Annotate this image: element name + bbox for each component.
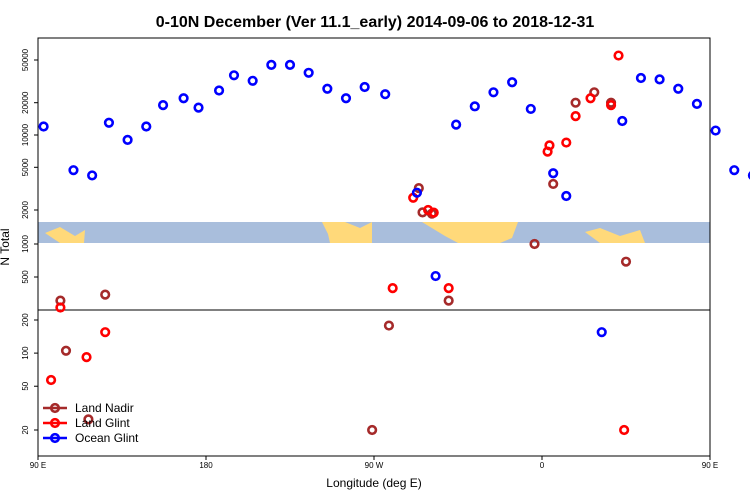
point-land-glint xyxy=(428,207,439,218)
y-tick-label: 500 xyxy=(21,270,30,284)
point-ocean-glint xyxy=(507,77,518,88)
point-ocean-glint xyxy=(654,74,665,85)
x-tick-label: 180 xyxy=(199,461,213,470)
y-tick-label: 200 xyxy=(21,313,30,327)
y-axis-label: N Total xyxy=(0,228,12,265)
legend-marker-ocean-glint xyxy=(49,432,61,444)
land-africa xyxy=(422,222,518,243)
point-ocean-glint xyxy=(322,83,333,94)
point-ocean-glint xyxy=(87,170,98,181)
point-land-glint xyxy=(443,282,454,294)
y-tick-label: 5000 xyxy=(21,158,30,176)
point-ocean-glint xyxy=(747,171,750,180)
point-land-nadir xyxy=(100,289,111,300)
legend-label-ocean-glint: Ocean Glint xyxy=(75,431,139,445)
land-south-america xyxy=(322,222,372,243)
y-tick-label: 50000 xyxy=(21,48,30,71)
y-tick-label: 100 xyxy=(21,346,30,360)
chart-title: 0-10N December (Ver 11.1_early) 2014-09-… xyxy=(156,14,595,31)
point-land-glint xyxy=(81,351,92,363)
point-ocean-glint xyxy=(380,89,391,100)
point-land-nadir xyxy=(620,256,632,267)
point-land-glint xyxy=(561,137,572,148)
point-land-glint xyxy=(544,140,555,151)
x-axis: 90 E 180 90 W 0 90 E xyxy=(30,456,718,470)
ocean-band xyxy=(38,222,710,243)
point-ocean-glint xyxy=(430,270,441,282)
legend-label-land-nadir: Land Nadir xyxy=(75,401,134,415)
y-tick-label: 20 xyxy=(21,425,30,434)
x-tick-label: 90 E xyxy=(702,461,718,470)
point-land-nadir xyxy=(443,295,454,306)
point-ocean-glint xyxy=(340,93,352,104)
point-land-nadir xyxy=(367,424,378,436)
point-ocean-glint xyxy=(38,121,49,132)
point-ocean-glint xyxy=(673,83,684,94)
y-tick-label: 10000 xyxy=(21,123,30,146)
land-islands xyxy=(585,228,645,243)
point-ocean-glint xyxy=(68,165,79,176)
x-tick-label: 90 W xyxy=(365,461,384,470)
point-ocean-glint xyxy=(729,165,740,176)
point-ocean-glint xyxy=(710,125,721,136)
x-tick-label: 0 xyxy=(540,461,545,470)
point-land-glint xyxy=(585,93,596,104)
point-land-nadir xyxy=(548,178,559,190)
legend-marker-land-nadir xyxy=(49,402,61,414)
point-ocean-glint xyxy=(691,98,703,109)
point-ocean-glint xyxy=(122,134,133,146)
point-ocean-glint xyxy=(228,70,240,81)
point-ocean-glint xyxy=(451,119,462,130)
point-land-nadir xyxy=(60,345,72,356)
point-ocean-glint xyxy=(359,81,370,93)
point-ocean-glint xyxy=(548,168,559,179)
point-ocean-glint xyxy=(141,121,152,132)
point-land-glint xyxy=(619,424,630,436)
x-axis-label: Longitude (deg E) xyxy=(326,476,421,490)
point-land-glint xyxy=(100,327,111,338)
point-land-glint xyxy=(570,111,581,122)
y-axis: 2000 5000 10000 20000 50000 500 1000 20 50 100 200 xyxy=(21,48,38,434)
point-land-glint xyxy=(613,50,624,61)
point-land-glint xyxy=(605,99,617,111)
legend-label-land-glint: Land Glint xyxy=(75,416,130,430)
point-ocean-glint xyxy=(103,117,115,128)
point-ocean-glint xyxy=(157,99,169,111)
land-asia xyxy=(45,227,85,243)
point-ocean-glint xyxy=(247,75,258,86)
point-land-nadir xyxy=(529,238,540,250)
point-ocean-glint xyxy=(635,72,647,84)
world-map-strip xyxy=(38,222,710,243)
data-points xyxy=(38,50,750,436)
point-ocean-glint xyxy=(193,102,204,113)
point-ocean-glint xyxy=(469,101,480,112)
x-tick-label: 90 E xyxy=(30,461,46,470)
point-ocean-glint xyxy=(488,87,499,98)
point-ocean-glint xyxy=(561,190,572,202)
point-ocean-glint xyxy=(178,93,189,104)
point-land-glint xyxy=(387,282,398,294)
y-tick-label: 20000 xyxy=(21,91,30,114)
point-ocean-glint xyxy=(617,115,628,127)
point-ocean-glint xyxy=(284,59,296,71)
point-land-glint xyxy=(55,302,66,313)
point-land-nadir xyxy=(383,320,395,331)
legend-marker-land-glint xyxy=(49,417,61,429)
point-land-glint xyxy=(45,374,57,386)
point-ocean-glint xyxy=(213,85,225,96)
point-land-nadir xyxy=(570,97,581,108)
y-tick-label: 2000 xyxy=(21,201,30,219)
point-ocean-glint xyxy=(303,67,314,78)
point-ocean-glint xyxy=(525,103,536,115)
y-tick-label: 50 xyxy=(21,381,30,390)
point-ocean-glint xyxy=(266,59,277,71)
point-ocean-glint xyxy=(596,327,607,338)
y-tick-label: 1000 xyxy=(21,235,30,253)
point-land-nadir xyxy=(83,414,94,425)
point-ocean-glint xyxy=(411,187,423,198)
